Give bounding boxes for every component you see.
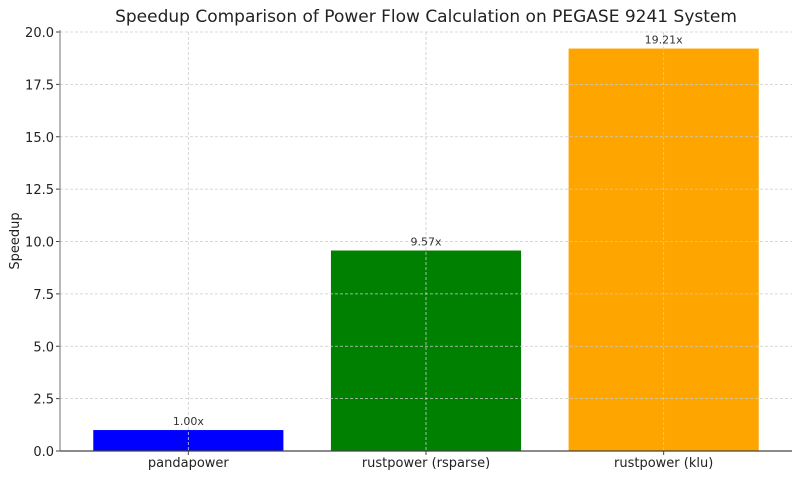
bar-1 bbox=[330, 250, 522, 451]
y-tick-label-1: 2.5 bbox=[33, 393, 54, 408]
data-label-2: 19.21x bbox=[645, 34, 683, 47]
x-tick-label-1: rustpower (rsparse) bbox=[362, 456, 490, 471]
y-tick-label-6: 15.0 bbox=[25, 131, 54, 146]
y-tick-label-2: 5.0 bbox=[33, 340, 54, 355]
x-tick-label-0: pandapower bbox=[148, 456, 230, 471]
y-axis-label: Speedup bbox=[8, 212, 23, 269]
x-tick-label-2: rustpower (klu) bbox=[614, 456, 713, 471]
y-tick-label-7: 17.5 bbox=[25, 78, 54, 93]
y-tick-label-8: 20.0 bbox=[25, 26, 54, 41]
data-label-1: 9.57x bbox=[410, 236, 441, 249]
bar-0 bbox=[93, 430, 284, 451]
data-label-0: 1.00x bbox=[173, 415, 204, 428]
y-tick-label-5: 12.5 bbox=[25, 183, 54, 198]
y-tick-label-3: 7.5 bbox=[33, 288, 54, 303]
chart-title: Speedup Comparison of Power Flow Calcula… bbox=[115, 7, 737, 27]
y-tick-label-4: 10.0 bbox=[25, 236, 54, 251]
y-tick-label-0: 0.0 bbox=[33, 445, 54, 460]
